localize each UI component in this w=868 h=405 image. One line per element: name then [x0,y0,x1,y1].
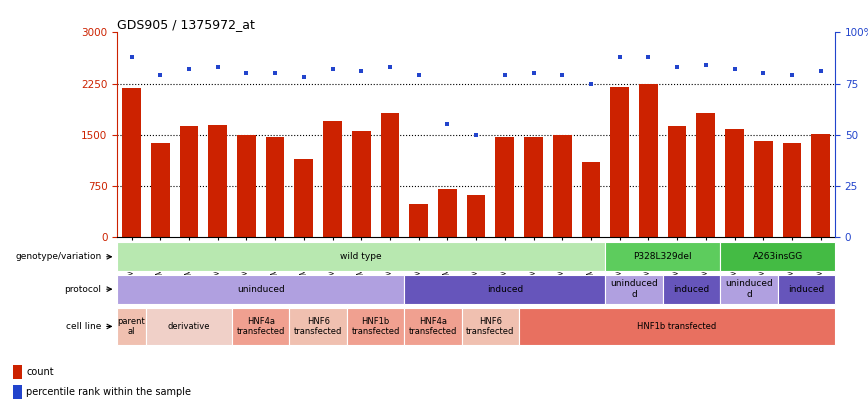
Text: uninduced
d: uninduced d [725,279,773,299]
Bar [12,385,23,399]
Point [613,54,627,60]
Bar [553,134,571,237]
Text: genotype/variation: genotype/variation [16,252,102,261]
Bar [122,88,141,237]
Bar [352,130,371,237]
Text: protocol: protocol [64,285,102,294]
Bar [438,189,457,237]
Bar [151,143,169,237]
Point [556,72,569,79]
Bar [524,137,542,237]
Point [383,64,397,70]
Bar [639,84,658,237]
Point [527,70,541,77]
Text: cell line: cell line [66,322,102,331]
Point [411,72,425,79]
Point [813,68,827,75]
Bar [410,204,428,237]
Point [326,66,339,72]
Point [182,66,196,72]
Bar [381,113,399,237]
Text: HNF4a
transfected: HNF4a transfected [237,317,285,336]
Text: HNF4a
transfected: HNF4a transfected [409,317,457,336]
Text: count: count [26,367,54,377]
Bar [294,159,313,237]
Text: HNF6
transfected: HNF6 transfected [294,317,342,336]
Point [240,70,253,77]
Point [699,62,713,68]
Point [125,54,139,60]
Text: induced: induced [674,285,709,294]
Bar [667,126,687,237]
Text: wild type: wild type [340,252,382,261]
Point [211,64,225,70]
Bar [266,137,285,237]
Bar [323,121,342,237]
Bar [467,195,485,237]
Text: percentile rank within the sample: percentile rank within the sample [26,387,191,397]
Point [297,74,311,81]
Point [354,68,368,75]
Text: uninduced: uninduced [237,285,285,294]
Text: HNF1b
transfected: HNF1b transfected [352,317,400,336]
Text: induced: induced [788,285,825,294]
Point [727,66,741,72]
Point [584,80,598,87]
Point [440,121,454,128]
Text: induced: induced [487,285,523,294]
Bar [208,125,227,237]
Bar [180,126,198,237]
Point [785,72,799,79]
Bar [12,364,23,379]
Bar [696,113,715,237]
Bar [812,134,830,237]
Text: parent
al: parent al [118,317,146,336]
Text: GDS905 / 1375972_at: GDS905 / 1375972_at [117,18,255,31]
Bar [237,134,256,237]
Bar [754,141,773,237]
Bar [496,137,514,237]
Text: HNF6
transfected: HNF6 transfected [466,317,515,336]
Text: HNF1b transfected: HNF1b transfected [637,322,717,331]
Point [641,54,655,60]
Point [469,131,483,138]
Bar [725,129,744,237]
Text: A263insGG: A263insGG [753,252,803,261]
Text: uninduced
d: uninduced d [610,279,658,299]
Point [670,64,684,70]
Point [756,70,770,77]
Point [154,72,168,79]
Point [498,72,512,79]
Bar [582,162,601,237]
Text: derivative: derivative [168,322,210,331]
Bar [610,87,629,237]
Point [268,70,282,77]
Text: P328L329del: P328L329del [634,252,692,261]
Bar [783,143,801,237]
